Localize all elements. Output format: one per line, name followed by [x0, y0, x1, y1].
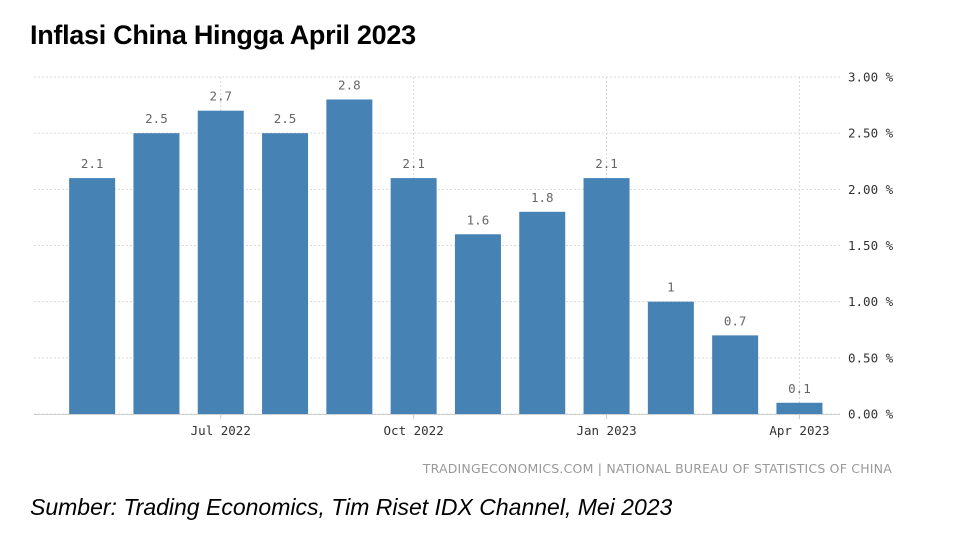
bar[interactable] [390, 178, 437, 414]
x-axis-ticks: Jul 2022 Oct 2022 Jan 2023 Apr 2023 [191, 414, 830, 438]
y-tick-label: 2.50 % [848, 126, 894, 141]
bar[interactable] [519, 211, 566, 414]
page-title: Inflasi China Hingga April 2023 [30, 20, 416, 50]
bar[interactable] [647, 301, 694, 414]
bar[interactable] [197, 110, 244, 414]
y-tick-label: 1.50 % [848, 238, 894, 253]
bar[interactable] [262, 133, 309, 414]
bar-value-labels: 2.1 2.5 2.7 2.5 2.8 2.1 1.6 1.8 2.1 1 0.7 0.1 [81, 77, 811, 395]
x-tick-label: Oct 2022 [384, 423, 444, 438]
bar-value-label: 2.1 [402, 156, 425, 171]
bars [69, 99, 823, 414]
y-tick-label: 3.00 % [848, 70, 894, 85]
bar-value-label: 2.8 [338, 77, 361, 92]
y-axis-ticks: 0.00 % 0.50 % 1.00 % 1.50 % 2.00 % 2.50 % 3.00… [848, 70, 894, 422]
x-tick-label: Apr 2023 [769, 423, 829, 438]
y-tick-label: 0.50 % [848, 350, 894, 365]
bar[interactable] [712, 335, 759, 414]
bar[interactable] [69, 178, 116, 414]
bar-value-label: 0.7 [724, 313, 747, 328]
bar[interactable] [326, 99, 373, 414]
bar-value-label: 0.1 [788, 381, 811, 396]
y-tick-label: 0.00 % [848, 407, 894, 422]
bar[interactable] [583, 178, 630, 414]
x-tick-label: Jan 2023 [576, 423, 636, 438]
bar[interactable] [776, 402, 823, 414]
bar-value-label: 1 [667, 280, 675, 295]
source-credit-left[interactable]: TRADINGECONOMICS.COM [422, 461, 594, 476]
bar-value-label: 2.1 [81, 156, 104, 171]
source-separator: | [597, 461, 603, 476]
source-caption: Sumber: Trading Economics, Tim Riset IDX… [30, 494, 673, 520]
x-tick-label: Jul 2022 [191, 423, 251, 438]
bar-value-label: 1.8 [531, 190, 554, 205]
bar-value-label: 2.5 [274, 111, 297, 126]
bar-value-label: 2.5 [145, 111, 168, 126]
bar-value-label: 2.1 [595, 156, 618, 171]
bar-value-label: 1.6 [467, 212, 490, 227]
bar[interactable] [454, 234, 501, 414]
y-tick-label: 2.00 % [848, 182, 894, 197]
bar-value-label: 2.7 [209, 89, 232, 104]
bar[interactable] [133, 133, 180, 414]
y-tick-label: 1.00 % [848, 294, 894, 309]
source-credit-right[interactable]: NATIONAL BUREAU OF STATISTICS OF CHINA [606, 461, 892, 476]
source-credit: TRADINGECONOMICS.COM | NATIONAL BUREAU O… [0, 461, 892, 476]
